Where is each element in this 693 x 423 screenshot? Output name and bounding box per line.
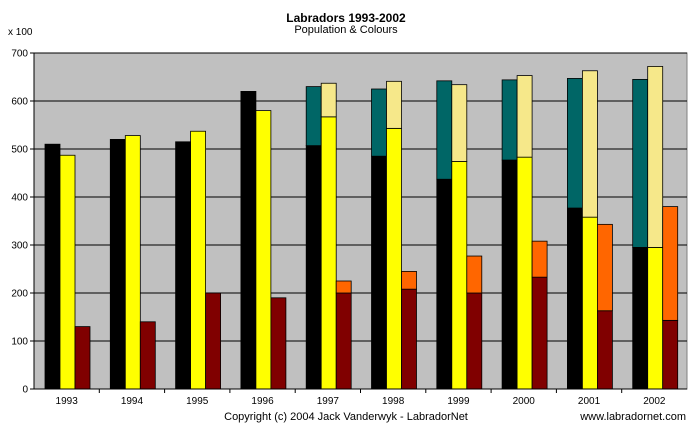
copyright-text: Copyright (c) 2004 Jack Vanderwyk - Labr…: [224, 411, 468, 423]
y-tick-label-500: 500: [11, 145, 28, 156]
bar-black-seg0-1996: [240, 91, 257, 390]
bar-brown-seg1-1997: [335, 280, 352, 294]
bar-yellow-seg1-2001: [582, 70, 598, 218]
bar-black-seg0-1998: [371, 155, 387, 390]
bar-brown-seg0-1997: [335, 292, 352, 390]
axes-layer: 0 100 200 300 400 500 600 700 1993 1994 1995 1996 19…: [11, 49, 687, 407]
bar-black-seg1-1997: [305, 86, 322, 147]
y-tick-label-400: 400: [11, 193, 28, 204]
y-tick-label-600: 600: [11, 97, 28, 108]
x-tick-label-2000: 2000: [513, 396, 536, 407]
bar-yellow-seg0-1997: [320, 116, 337, 390]
bar-brown-seg0-1995: [205, 292, 222, 390]
bar-yellow-seg0-1999: [451, 161, 468, 390]
bar-black-seg1-2002: [632, 79, 649, 248]
bar-brown-seg0-1998: [401, 288, 417, 390]
bar-brown-seg0-1999: [466, 292, 483, 390]
bar-yellow-seg1-1998: [386, 80, 402, 129]
bar-brown-seg0-1993: [74, 326, 91, 390]
bar-brown-seg0-2000: [531, 276, 548, 390]
bar-yellow-seg1-2000: [516, 75, 533, 158]
x-tick-label-2001: 2001: [578, 396, 601, 407]
bar-black-seg0-1994: [109, 138, 126, 390]
bar-yellow-seg0-1996: [255, 110, 272, 390]
bar-yellow-seg1-1997: [320, 82, 337, 118]
bar-black-seg1-2000: [501, 79, 518, 161]
bar-black-seg0-2002: [632, 246, 649, 390]
bar-black-seg0-1995: [175, 141, 192, 390]
bar-yellow-seg0-2001: [582, 216, 598, 390]
bar-black-seg1-1999: [436, 80, 453, 180]
x-tick-label-2002: 2002: [643, 396, 666, 407]
x-tick-label-1993: 1993: [56, 396, 79, 407]
website-text: www.labradornet.com: [579, 411, 686, 423]
x-tick-label-1994: 1994: [121, 396, 144, 407]
bar-black-seg0-2000: [501, 159, 518, 390]
bar-yellow-seg0-1998: [386, 127, 402, 390]
bar-brown-seg0-1994: [139, 321, 156, 390]
bar-black-seg0-1999: [436, 178, 453, 390]
bar-brown-seg0-1996: [270, 297, 287, 390]
bar-brown-seg1-2002: [662, 206, 679, 321]
bars-layer: [44, 66, 679, 390]
bar-brown-seg1-1998: [401, 270, 417, 290]
bar-brown-seg0-2002: [662, 319, 679, 390]
bar-yellow-seg1-1999: [451, 84, 468, 162]
y-tick-label-200: 200: [11, 289, 28, 300]
bar-black-seg1-1998: [371, 88, 387, 157]
bar-yellow-seg0-1995: [190, 130, 207, 390]
x-tick-label-1999: 1999: [447, 396, 470, 407]
bar-brown-seg1-2000: [531, 240, 548, 278]
y-tick-label-0: 0: [22, 385, 28, 396]
chart-title: Labradors 1993-2002: [286, 11, 406, 25]
bar-brown-seg1-1999: [466, 255, 483, 294]
bar-black-seg0-2001: [567, 207, 583, 390]
bar-brown-seg0-2001: [597, 310, 613, 390]
bar-yellow-seg0-1994: [124, 135, 141, 390]
x-tick-label-1997: 1997: [317, 396, 340, 407]
chart-subtitle: Population & Colours: [294, 24, 398, 36]
y-axis-unit-label: x 100: [8, 27, 33, 38]
bar-yellow-seg1-2002: [647, 66, 664, 248]
bar-yellow-seg0-2002: [647, 246, 664, 390]
bar-brown-seg1-2001: [597, 223, 613, 312]
x-tick-label-1995: 1995: [186, 396, 209, 407]
y-tick-label-300: 300: [11, 241, 28, 252]
bar-black-seg1-2001: [567, 78, 583, 209]
x-tick-label-1996: 1996: [251, 396, 274, 407]
x-tick-label-1998: 1998: [382, 396, 405, 407]
bar-yellow-seg0-1993: [59, 154, 76, 390]
bar-black-seg0-1997: [305, 145, 322, 390]
bar-black-seg0-1993: [44, 143, 61, 390]
y-tick-label-100: 100: [11, 337, 28, 348]
bar-yellow-seg0-2000: [516, 156, 533, 390]
y-tick-label-700: 700: [11, 49, 28, 60]
